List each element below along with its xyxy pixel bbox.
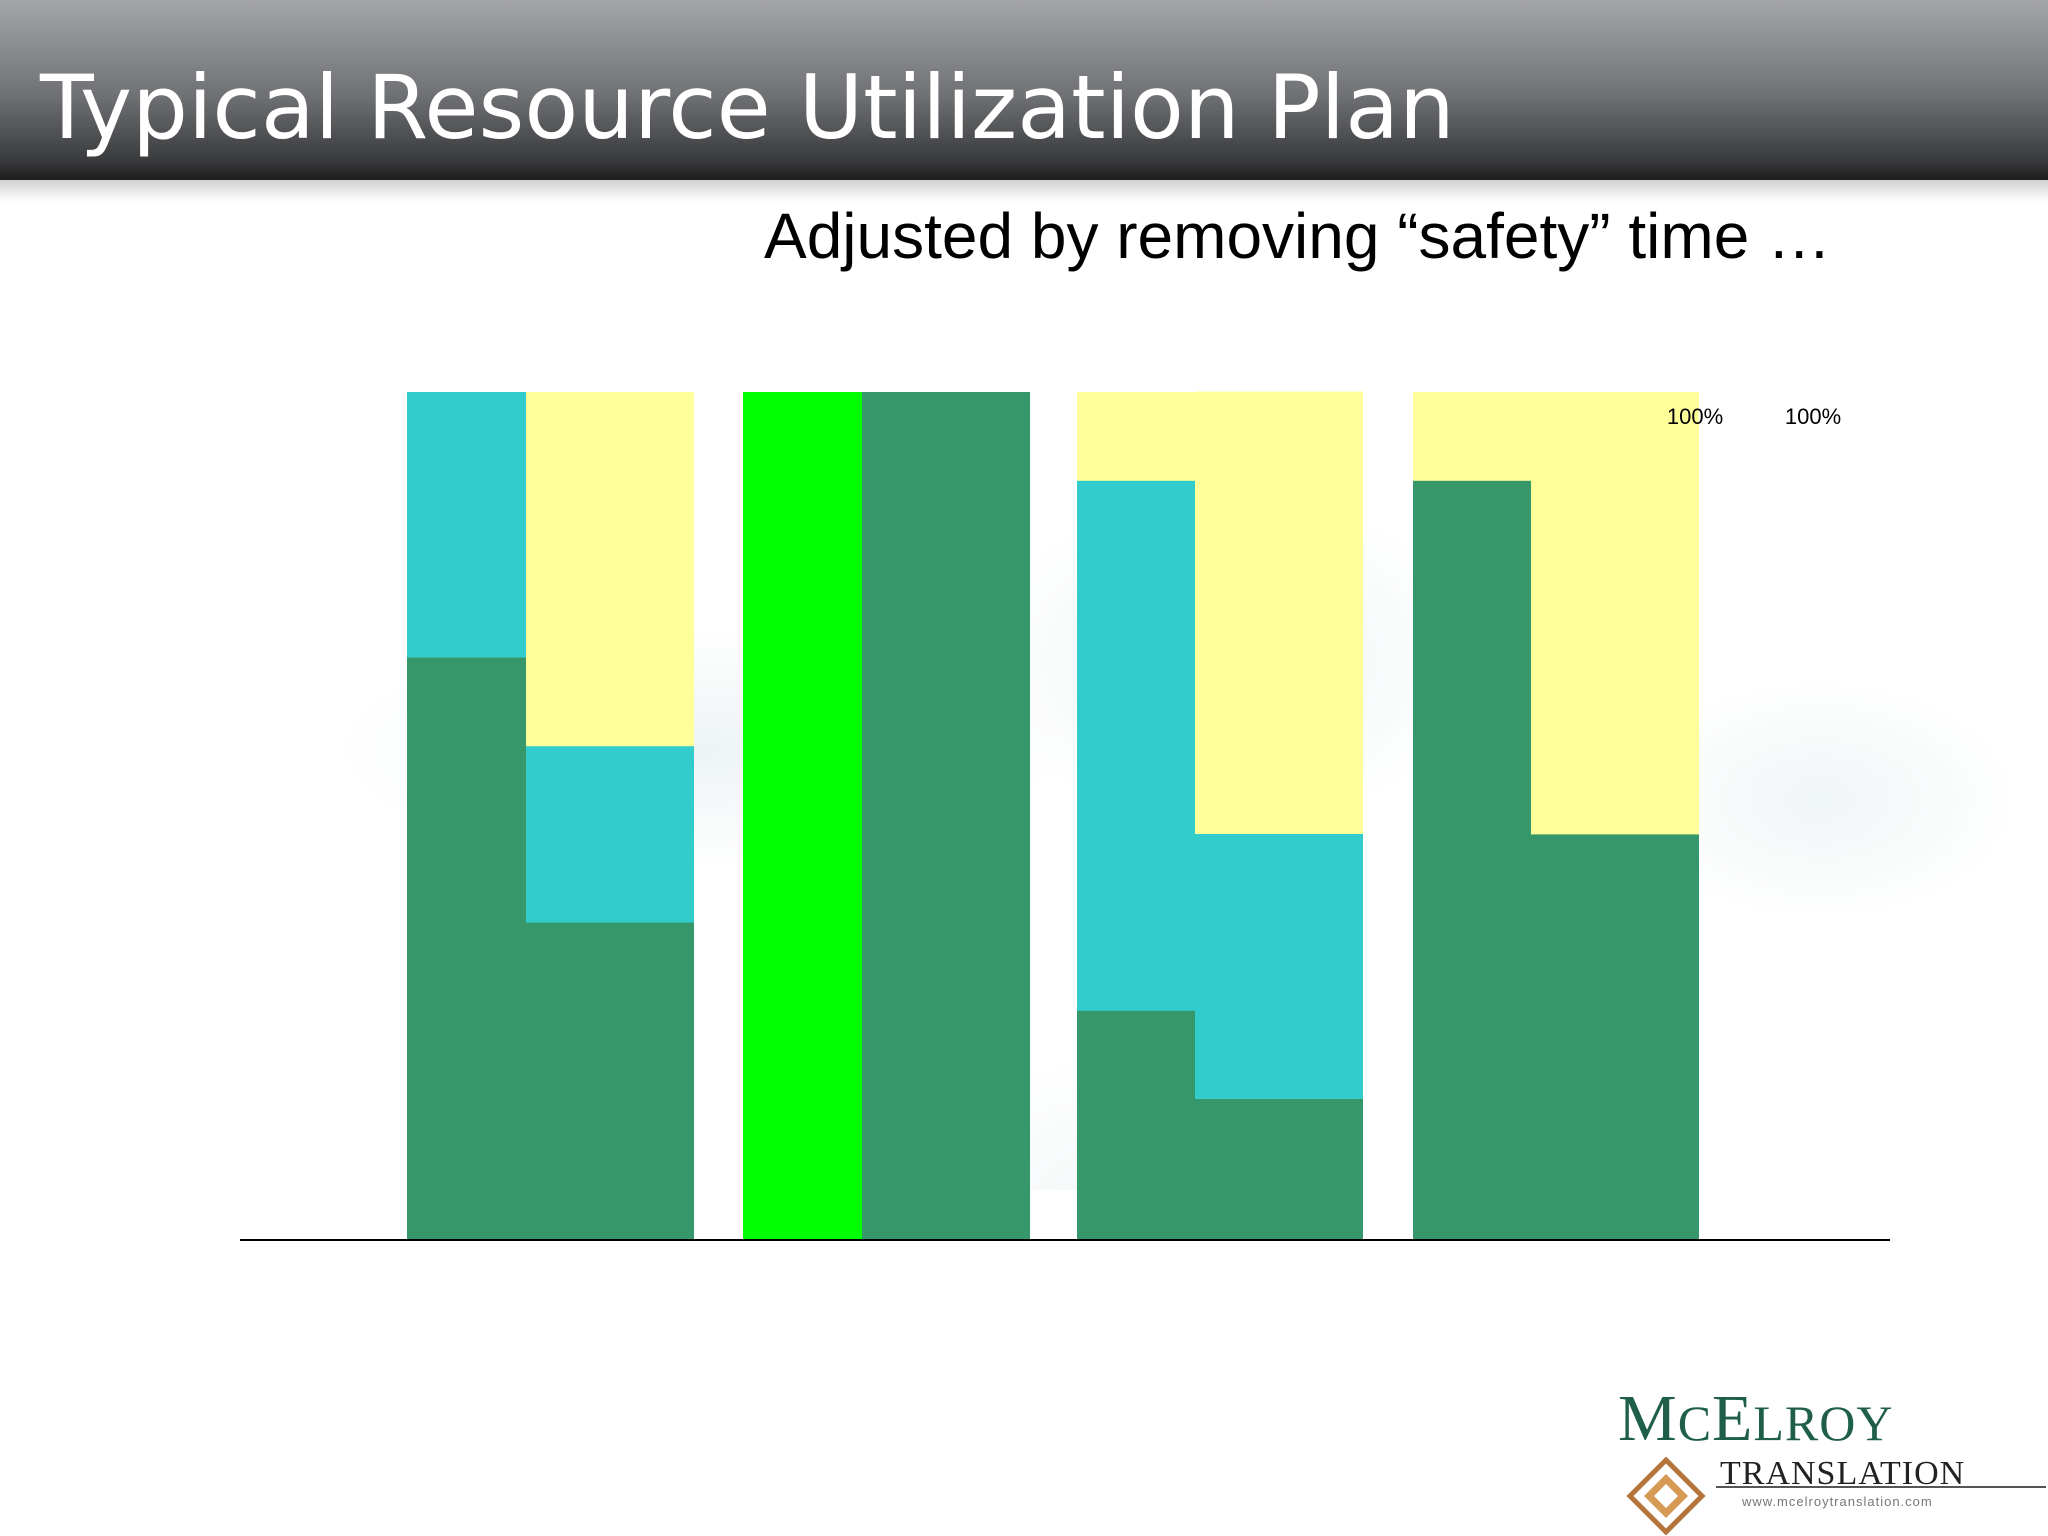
bar-5-segment-3 — [1077, 392, 1195, 481]
bar-2-segment-1 — [526, 922, 694, 1241]
logo-divider — [1716, 1486, 2046, 1488]
bar-7-segment-1 — [1413, 480, 1531, 1241]
bar-1-segment-2 — [407, 392, 526, 658]
bar-2-segment-2 — [526, 745, 694, 923]
bar-6-segment-3 — [1195, 391, 1363, 834]
bar-8-segment-2 — [1531, 392, 1699, 835]
bar-9-value-label: 100% — [1667, 404, 1723, 429]
slide-subtitle: Adjusted by removing “safety” time … — [764, 200, 1832, 272]
bar-5-segment-2 — [1077, 480, 1195, 1011]
bar-7-segment-2 — [1413, 392, 1531, 481]
title-bar: Typical Resource Utilization Plan — [0, 0, 2048, 202]
chart-labels: 100% 100% — [1667, 404, 1841, 429]
bar-2-segment-3 — [526, 392, 694, 747]
bar-5-segment-1 — [1077, 1010, 1195, 1241]
logo-wordmark: MCELROY — [1618, 1382, 1894, 1455]
company-logo: MCELROY TRANSLATION www.mcelroytranslati… — [1616, 1384, 2048, 1536]
chart-bars — [407, 391, 1699, 1241]
bar-6-segment-1 — [1195, 1098, 1363, 1241]
slide-title: Typical Resource Utilization Plan — [40, 56, 1455, 159]
bar-1-segment-1 — [407, 657, 526, 1241]
logo-subline: TRANSLATION — [1720, 1455, 1966, 1492]
diamond-arrows-icon — [1626, 1456, 1706, 1536]
bar-6-segment-2 — [1195, 833, 1363, 1099]
bar-10-value-label: 100% — [1785, 404, 1841, 429]
bar-8-segment-1 — [1531, 833, 1699, 1241]
logo-url: www.mcelroytranslation.com — [1742, 1494, 1933, 1509]
bar-4-segment-1 — [862, 392, 1030, 1241]
bar-3-segment-1 — [743, 392, 862, 1241]
